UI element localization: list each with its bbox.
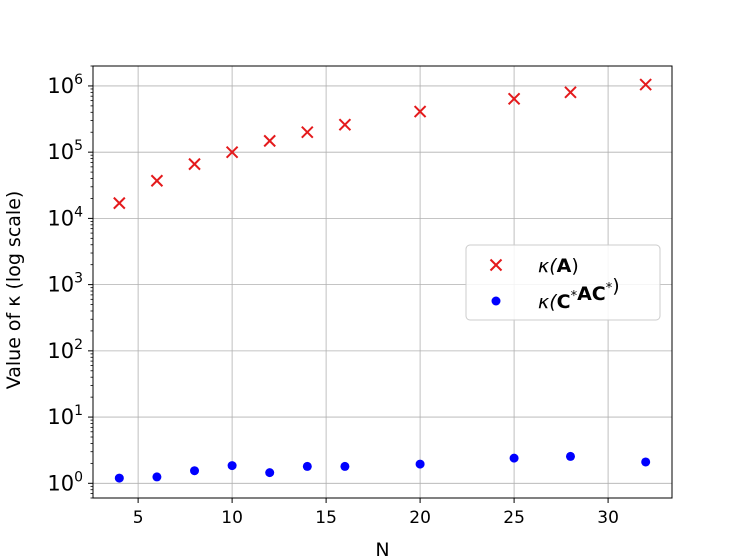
legend-label: κ(C*AC*) <box>538 275 620 313</box>
data-point <box>564 86 577 99</box>
data-point <box>641 457 651 467</box>
data-point <box>338 118 352 131</box>
data-point <box>225 145 239 159</box>
marker-stroke <box>507 92 521 105</box>
legend-marker <box>491 296 501 306</box>
legend-item: κ(A) <box>489 255 579 277</box>
x-tick-label: 25 <box>503 508 525 528</box>
series-1 <box>114 451 651 483</box>
y-axis-label: Value of κ (log scale) <box>3 191 25 390</box>
data-point <box>507 92 521 105</box>
y-tick-label: 101 <box>47 403 83 429</box>
y-tick-label: 106 <box>47 72 83 98</box>
data-point <box>340 461 350 471</box>
data-point <box>113 196 126 210</box>
marker-stroke <box>113 196 126 210</box>
data-point <box>114 473 124 483</box>
axis-ticks: 5 10 15 20 25 30 100 101 102 103 104 105 106 <box>47 65 619 528</box>
marker-stroke <box>413 105 427 118</box>
data-point <box>227 461 237 471</box>
y-tick-label: 100 <box>47 469 83 495</box>
marker-stroke <box>263 134 276 148</box>
marker-stroke <box>225 145 239 159</box>
data-point <box>302 461 312 471</box>
data-point <box>639 78 652 91</box>
marker-stroke <box>338 118 352 131</box>
x-tick-label: 30 <box>597 508 619 528</box>
y-tick-label: 105 <box>47 138 83 164</box>
series-0 <box>113 78 652 210</box>
data-point <box>565 451 575 461</box>
data-point <box>265 468 275 478</box>
data-point <box>190 466 200 476</box>
data-point <box>415 459 425 469</box>
marker-stroke <box>188 157 201 171</box>
plot-frame <box>92 65 673 499</box>
y-tick-label: 102 <box>47 337 83 363</box>
data-point <box>509 453 519 463</box>
marker-stroke <box>564 86 577 99</box>
marker-stroke <box>489 258 503 272</box>
legend-box <box>465 244 661 321</box>
plot-marks <box>113 78 652 483</box>
legend-item: κ(C*AC*) <box>491 275 620 313</box>
legend: κ(A)κ(C*AC*) <box>465 244 661 321</box>
x-tick-label: 10 <box>221 508 243 528</box>
x-tick-label: 15 <box>315 508 337 528</box>
x-tick-label: 20 <box>409 508 431 528</box>
data-point <box>263 134 276 148</box>
marker-stroke <box>150 174 164 187</box>
data-point <box>188 157 201 171</box>
x-tick-label: 5 <box>133 508 144 528</box>
x-axis-label: N <box>375 539 389 560</box>
y-tick-label: 103 <box>47 271 83 297</box>
y-tick-label: 104 <box>47 204 83 230</box>
marker-stroke <box>639 78 652 91</box>
legend-marker <box>489 258 503 272</box>
legend-label: κ(A) <box>538 255 579 277</box>
data-point <box>301 126 314 139</box>
data-point <box>152 472 162 482</box>
data-point <box>150 174 164 187</box>
marker-stroke <box>301 126 314 139</box>
data-point <box>413 105 427 118</box>
